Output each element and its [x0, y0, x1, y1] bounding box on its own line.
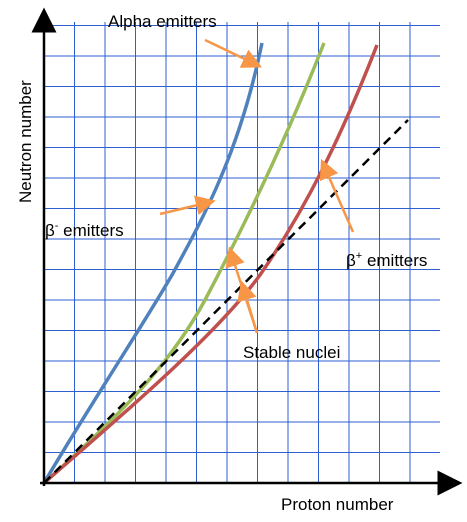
- x-axis-label: Proton number: [281, 495, 394, 514]
- alpha-emitters-curve: [42, 42, 264, 484]
- stable-nuclei-curve: [42, 42, 326, 485]
- stable-nuclei-label: Stable nuclei: [243, 343, 340, 362]
- beta-minus-superscript: -: [55, 220, 59, 232]
- stable-arrow-red: [237, 280, 259, 334]
- beta-minus-arrow: [159, 195, 216, 216]
- beta-plus-emitters-curve: [42, 44, 379, 485]
- y-axis-label: Neutron number: [16, 80, 35, 203]
- beta-minus-symbol: β: [45, 221, 55, 240]
- beta-plus-text: emitters: [362, 251, 427, 270]
- beta-plus-superscript: +: [356, 250, 362, 262]
- beta-plus-arrow: [319, 158, 355, 233]
- alpha-emitters-label: Alpha emitters: [108, 12, 217, 31]
- beta-plus-symbol: β: [346, 251, 356, 270]
- alpha-arrow: [204, 38, 263, 68]
- beta-plus-emitters-label: β+ emitters: [346, 250, 427, 270]
- beta-minus-emitters-label: β- emitters: [45, 220, 124, 240]
- beta-minus-text: emitters: [58, 221, 123, 240]
- diagonal-reference-line: [43, 119, 409, 484]
